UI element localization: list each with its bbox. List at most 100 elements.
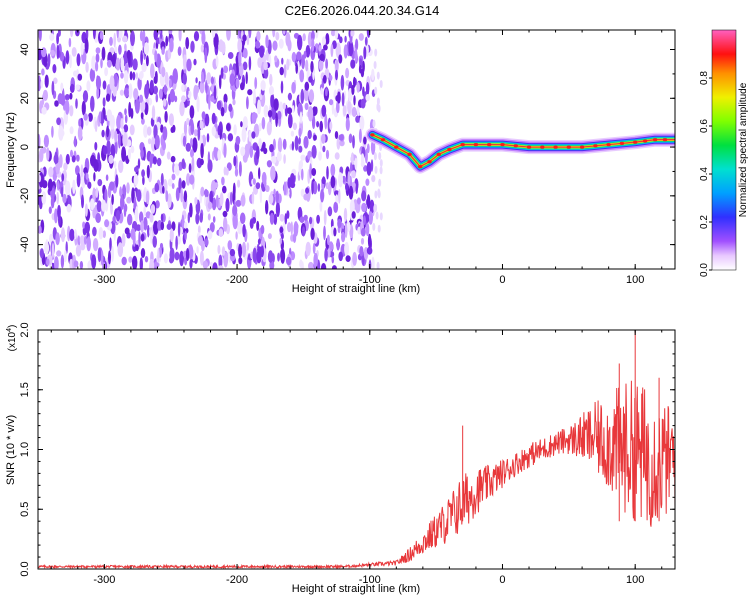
noise-blob xyxy=(318,59,324,71)
noise-blob xyxy=(366,143,370,154)
noise-blob xyxy=(39,248,44,259)
noise-blob xyxy=(128,52,131,68)
noise-blob xyxy=(48,206,52,214)
noise-blob xyxy=(50,49,55,57)
noise-blob xyxy=(184,231,187,241)
noise-blob xyxy=(56,180,60,191)
noise-blob xyxy=(132,71,136,81)
snr-ticks: -300 -200 -100 0 100 0.0 0.5 1.0 1.5 2.0 xyxy=(19,322,675,586)
noise-blob xyxy=(135,244,139,252)
noise-blob xyxy=(111,245,114,262)
noise-blob xyxy=(140,220,145,233)
noise-blob xyxy=(242,47,248,59)
noise-blob xyxy=(376,261,380,269)
noise-blob xyxy=(344,222,348,238)
noise-blob xyxy=(62,193,67,204)
colorbar-tick-label: 0.2 xyxy=(699,215,710,229)
noise-blob xyxy=(223,65,229,74)
noise-blob xyxy=(150,63,155,79)
noise-blob xyxy=(90,95,95,112)
noise-blob xyxy=(218,254,223,269)
noise-blob xyxy=(149,79,154,93)
colorbar-tick-label: 0.4 xyxy=(699,167,710,181)
noise-blob xyxy=(292,105,295,114)
noise-blob xyxy=(155,200,160,209)
noise-blob xyxy=(81,194,84,209)
noise-blob xyxy=(141,62,147,73)
noise-blob xyxy=(221,176,225,186)
noise-blob xyxy=(190,121,195,135)
noise-blob xyxy=(144,256,149,263)
snr-multiplier: (x104) xyxy=(6,325,18,352)
noise-blob xyxy=(199,158,204,166)
noise-blob xyxy=(141,169,146,178)
noise-blob xyxy=(285,32,291,47)
noise-blob xyxy=(123,204,127,218)
noise-blob xyxy=(299,69,305,83)
noise-blob xyxy=(217,149,222,161)
noise-blob xyxy=(297,34,303,51)
noise-blob xyxy=(240,146,246,157)
noise-blob xyxy=(324,113,328,130)
noise-blob xyxy=(91,55,96,71)
noise-blob xyxy=(118,160,124,173)
spectrogram-ytick-label: 0 xyxy=(19,144,31,150)
noise-blob xyxy=(183,120,188,137)
noise-blob xyxy=(142,176,145,186)
noise-blob xyxy=(169,256,174,264)
noise-blob xyxy=(206,133,210,143)
noise-blob xyxy=(139,257,143,269)
snr-ytick-label: 1.0 xyxy=(19,442,31,457)
noise-blob xyxy=(181,214,185,229)
noise-blob xyxy=(258,122,262,132)
colorbar-tick-label: 0.0 xyxy=(699,263,710,277)
noise-blob xyxy=(378,152,382,161)
noise-blob xyxy=(335,194,339,203)
noise-blob xyxy=(65,50,70,65)
noise-blob xyxy=(118,30,123,39)
noise-blob xyxy=(325,149,330,160)
noise-blob xyxy=(252,112,258,120)
noise-blob xyxy=(319,120,324,133)
noise-blob xyxy=(313,134,317,141)
noise-blob xyxy=(168,78,172,89)
ridge-dot xyxy=(487,143,492,147)
noise-blob xyxy=(118,133,121,149)
noise-blob xyxy=(359,115,365,131)
noise-blob xyxy=(65,153,70,165)
noise-blob xyxy=(183,221,188,229)
noise-blob xyxy=(262,141,266,149)
noise-blob xyxy=(292,122,297,131)
noise-blob xyxy=(275,112,278,128)
noise-blob xyxy=(237,221,243,235)
noise-blob xyxy=(162,126,168,141)
noise-blob xyxy=(95,187,99,198)
noise-blob xyxy=(121,146,127,162)
noise-blob xyxy=(246,242,250,251)
noise-blob xyxy=(221,246,226,256)
noise-blob xyxy=(348,40,354,57)
noise-blob xyxy=(213,146,217,158)
noise-blob xyxy=(260,80,266,91)
noise-blob xyxy=(257,238,261,245)
noise-blob xyxy=(73,70,78,77)
noise-blob xyxy=(183,190,188,203)
noise-blob xyxy=(319,53,325,62)
noise-blob xyxy=(256,30,261,42)
noise-blob xyxy=(292,232,297,243)
noise-blob xyxy=(130,228,136,240)
ridge-dot xyxy=(593,144,598,148)
noise-blob xyxy=(69,30,74,38)
noise-blob xyxy=(215,55,219,68)
noise-blob xyxy=(263,179,267,188)
noise-blob xyxy=(136,189,142,202)
noise-blob xyxy=(94,141,98,151)
noise-blob xyxy=(120,117,124,130)
snr-plot-area xyxy=(38,330,675,569)
noise-blob xyxy=(379,166,383,175)
noise-blob xyxy=(108,154,114,164)
noise-blob xyxy=(275,31,280,41)
noise-blob xyxy=(133,88,139,100)
noise-blob xyxy=(177,46,182,56)
noise-blob xyxy=(356,103,360,117)
